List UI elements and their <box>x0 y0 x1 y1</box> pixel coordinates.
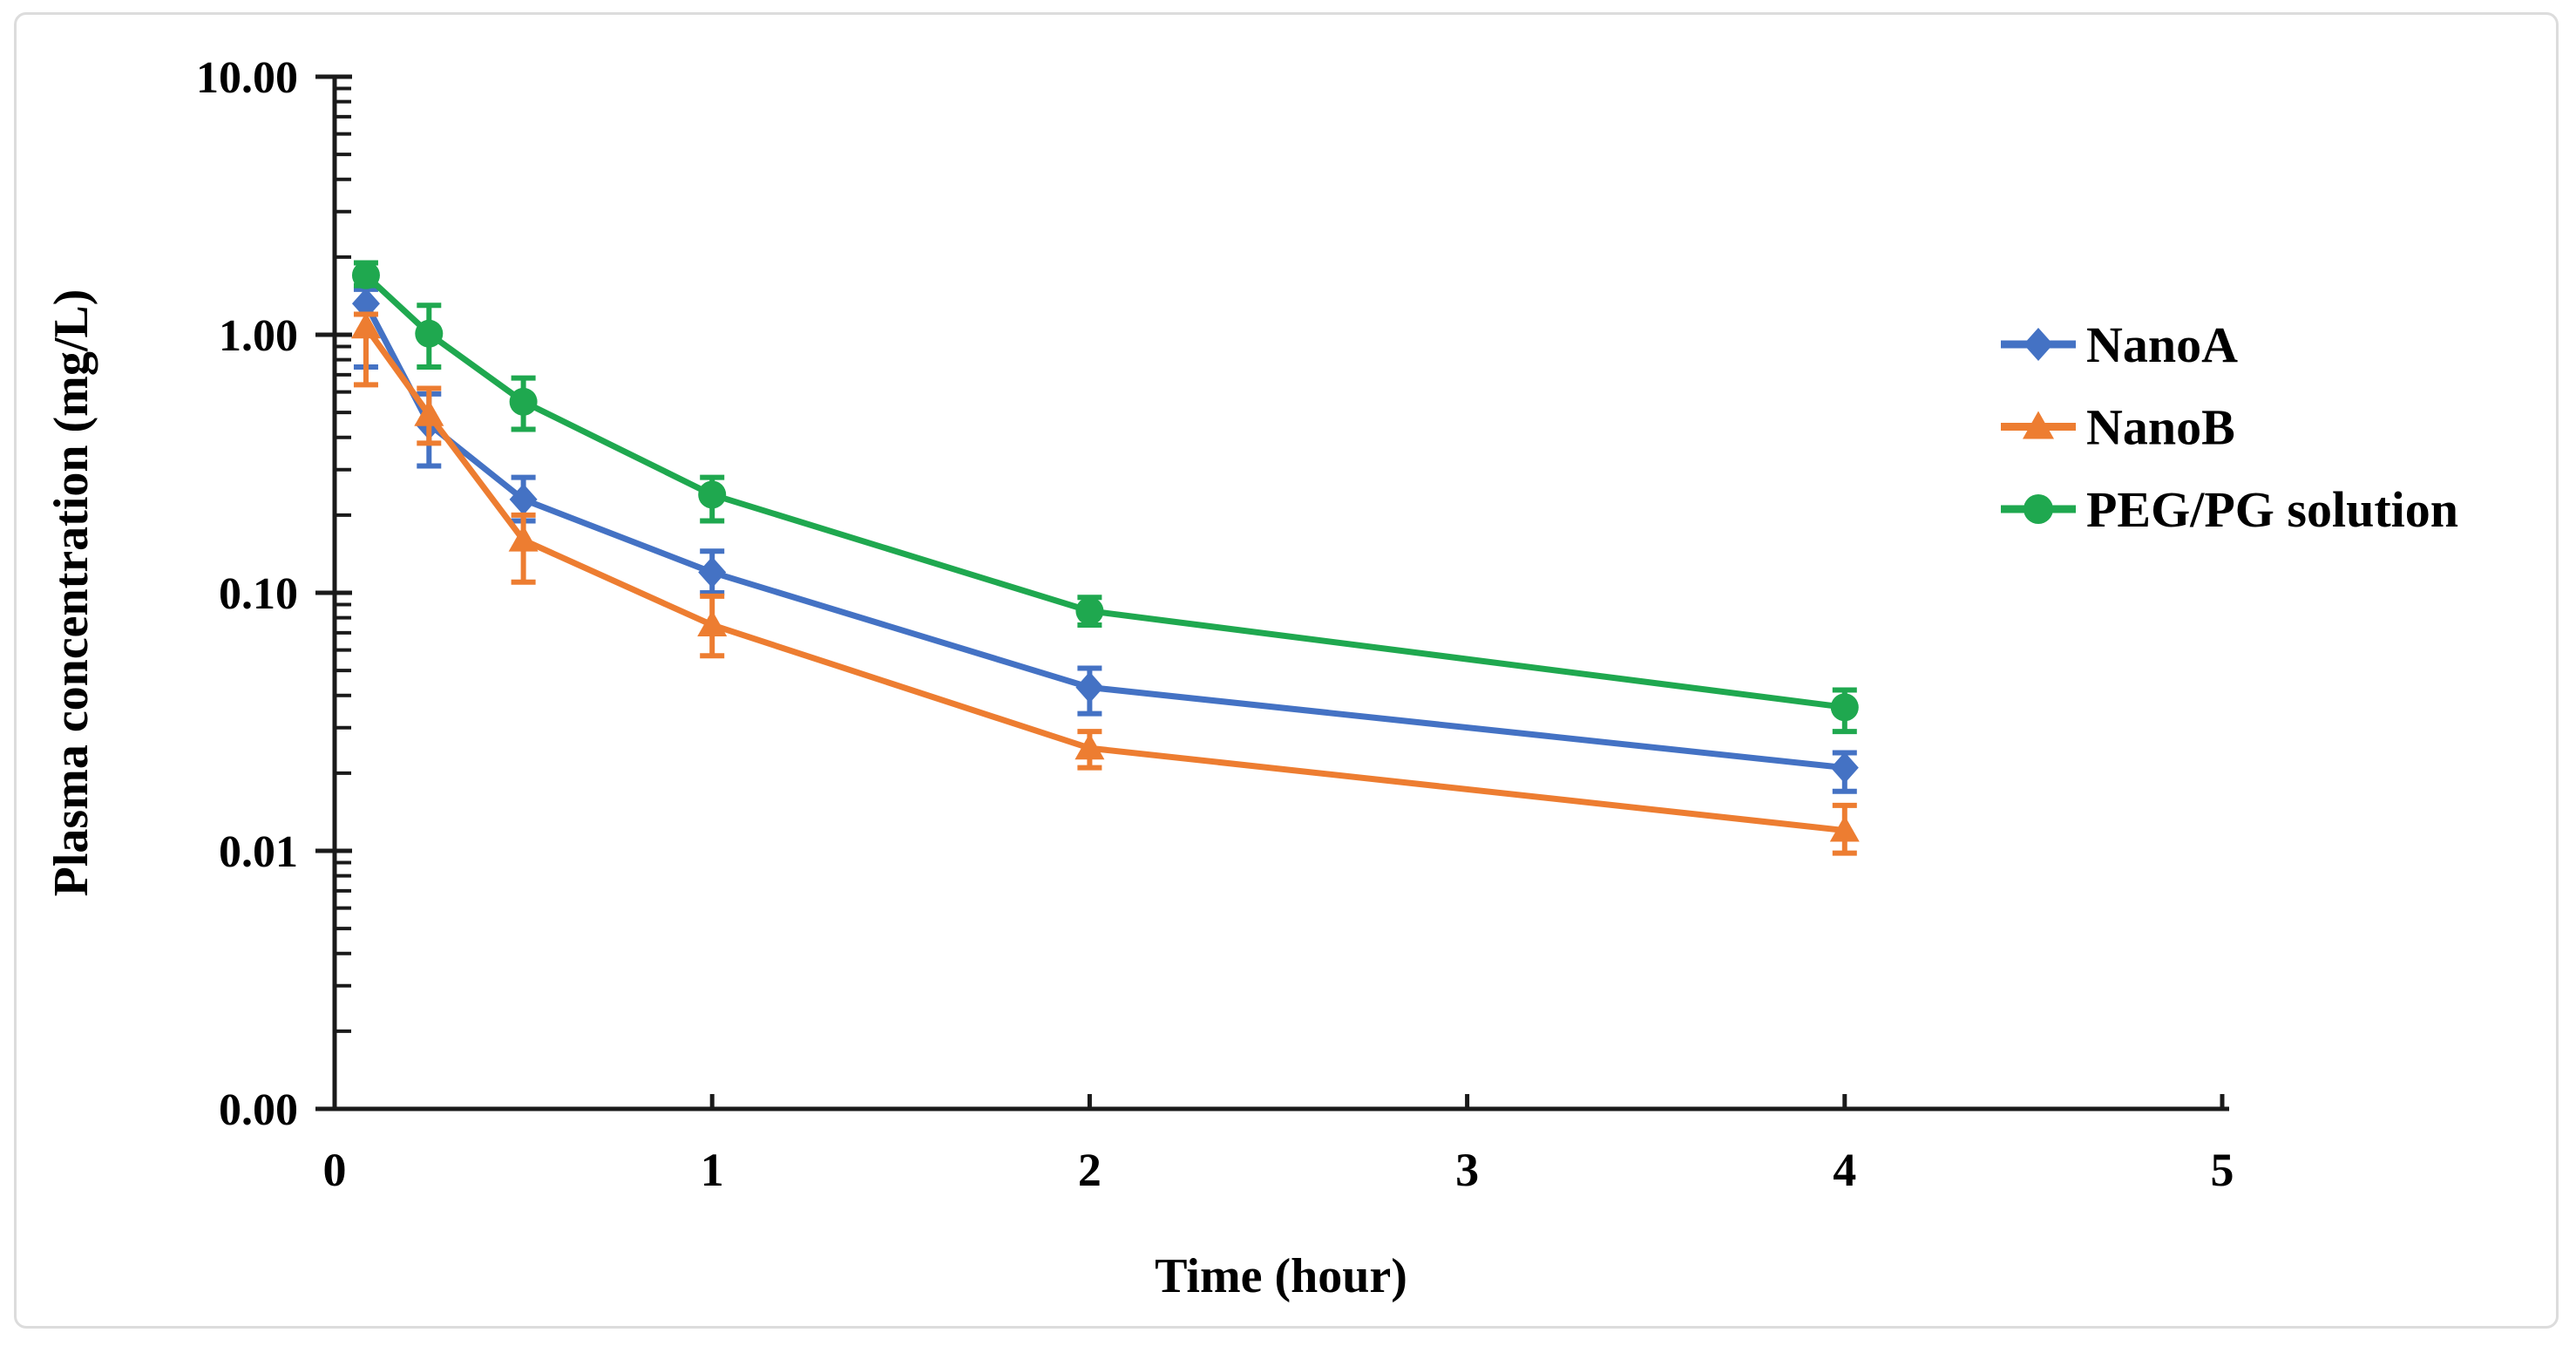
y-axis-tick-label: 0.10 <box>219 569 298 619</box>
series-nanoa <box>352 288 1859 791</box>
series-peg-pg-solution <box>352 262 1859 731</box>
data-point-circle-marker <box>510 388 538 416</box>
series-line <box>366 327 1845 830</box>
data-point-circle-marker <box>698 480 726 508</box>
series-nanob <box>351 312 1860 853</box>
legend-diamond-marker <box>2024 328 2053 361</box>
x-axis-tick-label: 0 <box>323 1144 347 1196</box>
x-axis-tick-label: 3 <box>1455 1144 1479 1196</box>
series-layer <box>351 262 1860 853</box>
legend: NanoA NanoB PEG/PG solution <box>2001 316 2458 538</box>
y-axis-title: Plasma concentration (mg/L) <box>44 289 98 897</box>
y-axis-tick-label: 0.01 <box>219 827 298 877</box>
x-axis-tick-label: 5 <box>2211 1144 2234 1196</box>
x-axis-tick-label: 1 <box>701 1144 724 1196</box>
y-axis-tick-label: 10.00 <box>196 53 298 103</box>
data-point-diamond-marker <box>698 557 726 588</box>
legend-label: PEG/PG solution <box>2086 481 2458 538</box>
pk-line-chart: 10.00 1.00 0.10 0.01 0.00 0 1 2 3 4 5 NanoA NanoB PE… <box>0 0 2576 1346</box>
y-axis-tick-label: 1.00 <box>219 311 298 361</box>
x-axis-tick-label: 2 <box>1078 1144 1102 1196</box>
data-point-circle-marker <box>1831 693 1859 721</box>
x-axis-tick-label: 4 <box>1833 1144 1856 1196</box>
data-point-diamond-marker <box>1075 671 1103 703</box>
legend-item-nanoa: NanoA <box>2001 316 2238 373</box>
x-axis-title: Time (hour) <box>1155 1249 1407 1303</box>
legend-item-peg-pg-solution: PEG/PG solution <box>2001 481 2458 538</box>
series-line <box>366 303 1845 767</box>
data-point-diamond-marker <box>1831 752 1859 784</box>
legend-label: NanoA <box>2086 316 2238 373</box>
data-point-circle-marker <box>352 262 380 289</box>
series-line <box>366 275 1845 708</box>
legend-label: NanoB <box>2086 399 2235 456</box>
data-point-circle-marker <box>415 320 443 348</box>
legend-item-nanob: NanoB <box>2001 399 2235 456</box>
data-point-circle-marker <box>1075 597 1103 625</box>
y-axis-tick-label: 0.00 <box>219 1085 298 1135</box>
legend-circle-marker <box>2024 494 2053 524</box>
